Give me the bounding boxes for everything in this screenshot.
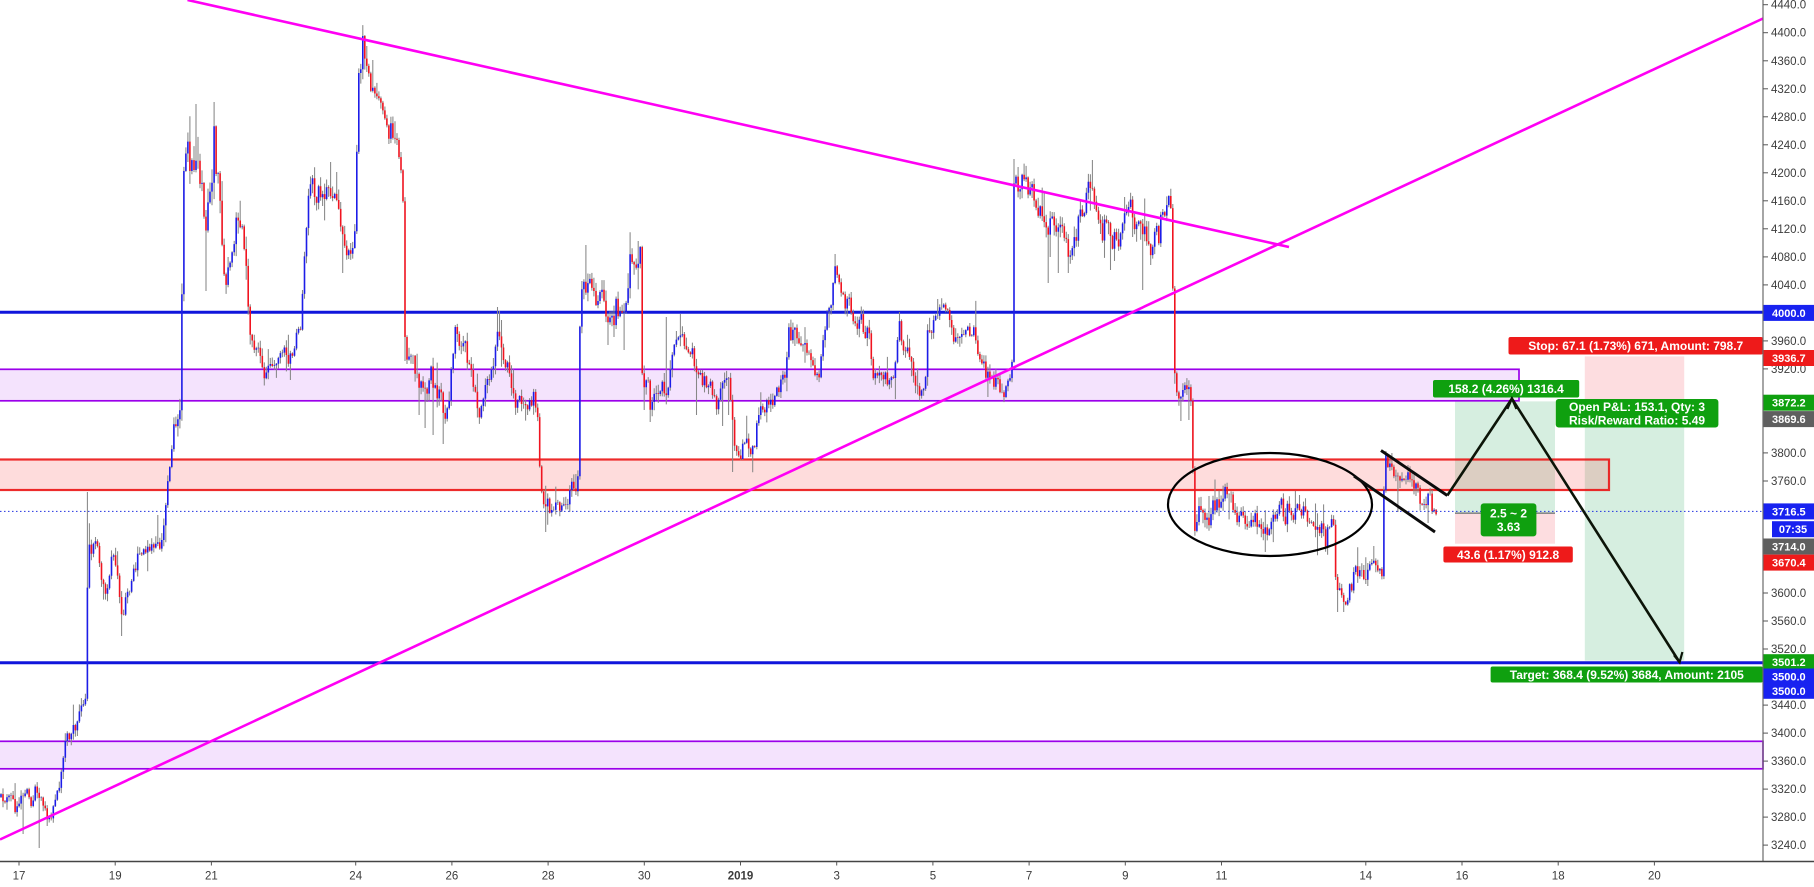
svg-text:3500.0: 3500.0 [1772, 672, 1806, 684]
svg-text:4240.0: 4240.0 [1771, 140, 1806, 152]
svg-text:Risk/Reward Ratio: 5.49: Risk/Reward Ratio: 5.49 [1569, 413, 1705, 427]
svg-text:14: 14 [1359, 871, 1372, 883]
svg-text:28: 28 [542, 871, 555, 883]
svg-text:3600.0: 3600.0 [1771, 588, 1806, 600]
svg-text:3.63: 3.63 [1497, 520, 1521, 534]
svg-text:158.2 (4.26%) 1316.4: 158.2 (4.26%) 1316.4 [1448, 382, 1564, 396]
svg-text:5: 5 [930, 871, 936, 883]
svg-text:3716.5: 3716.5 [1772, 506, 1806, 518]
svg-text:3936.7: 3936.7 [1772, 353, 1806, 365]
svg-text:2019: 2019 [728, 871, 754, 883]
svg-text:21: 21 [205, 871, 218, 883]
svg-text:4040.0: 4040.0 [1771, 280, 1806, 292]
svg-text:4160.0: 4160.0 [1771, 196, 1806, 208]
svg-text:3400.0: 3400.0 [1771, 728, 1806, 740]
svg-text:Open P&L: 153.1, Qty: 3: Open P&L: 153.1, Qty: 3 [1569, 400, 1705, 414]
svg-text:3: 3 [833, 871, 839, 883]
svg-text:3800.0: 3800.0 [1771, 448, 1806, 460]
svg-text:20: 20 [1648, 871, 1661, 883]
svg-text:3960.0: 3960.0 [1771, 336, 1806, 348]
svg-text:2.5 ~ 2: 2.5 ~ 2 [1490, 507, 1527, 521]
svg-text:4320.0: 4320.0 [1771, 84, 1806, 96]
svg-text:4400.0: 4400.0 [1771, 28, 1806, 40]
svg-text:3920.0: 3920.0 [1771, 364, 1806, 376]
svg-text:3760.0: 3760.0 [1771, 476, 1806, 488]
svg-text:3500.0: 3500.0 [1772, 686, 1806, 698]
svg-text:3320.0: 3320.0 [1771, 784, 1806, 796]
svg-text:3560.0: 3560.0 [1771, 616, 1806, 628]
svg-text:4280.0: 4280.0 [1771, 112, 1806, 124]
svg-text:3501.2: 3501.2 [1772, 657, 1806, 669]
svg-text:4000.0: 4000.0 [1772, 308, 1806, 320]
svg-text:18: 18 [1552, 871, 1565, 883]
svg-text:9: 9 [1122, 871, 1128, 883]
svg-text:3360.0: 3360.0 [1771, 756, 1806, 768]
svg-text:3869.6: 3869.6 [1772, 414, 1806, 426]
svg-text:26: 26 [446, 871, 459, 883]
svg-text:3872.2: 3872.2 [1772, 398, 1806, 410]
svg-text:17: 17 [13, 871, 26, 883]
svg-text:3714.0: 3714.0 [1772, 542, 1806, 554]
svg-text:4360.0: 4360.0 [1771, 56, 1806, 68]
svg-text:4120.0: 4120.0 [1771, 224, 1806, 236]
svg-text:4440.0: 4440.0 [1771, 0, 1806, 12]
svg-text:3670.4: 3670.4 [1772, 558, 1807, 570]
svg-text:11: 11 [1216, 871, 1228, 883]
svg-text:3280.0: 3280.0 [1771, 812, 1806, 824]
svg-text:16: 16 [1456, 871, 1469, 883]
svg-text:Target: 368.4 (9.52%) 3684, Am: Target: 368.4 (9.52%) 3684, Amount: 2105 [1510, 668, 1744, 682]
svg-text:24: 24 [349, 871, 362, 883]
svg-text:4080.0: 4080.0 [1771, 252, 1806, 264]
svg-text:07:35: 07:35 [1779, 524, 1807, 536]
svg-text:Stop: 67.1 (1.73%) 671, Amount: Stop: 67.1 (1.73%) 671, Amount: 798.7 [1528, 339, 1743, 353]
svg-text:3440.0: 3440.0 [1771, 700, 1806, 712]
svg-text:7: 7 [1026, 871, 1032, 883]
svg-text:4200.0: 4200.0 [1771, 168, 1806, 180]
svg-text:3240.0: 3240.0 [1771, 840, 1806, 852]
svg-text:43.6 (1.17%) 912.8: 43.6 (1.17%) 912.8 [1457, 548, 1559, 562]
svg-text:30: 30 [638, 871, 651, 883]
svg-text:3520.0: 3520.0 [1771, 644, 1806, 656]
svg-text:19: 19 [109, 871, 122, 883]
